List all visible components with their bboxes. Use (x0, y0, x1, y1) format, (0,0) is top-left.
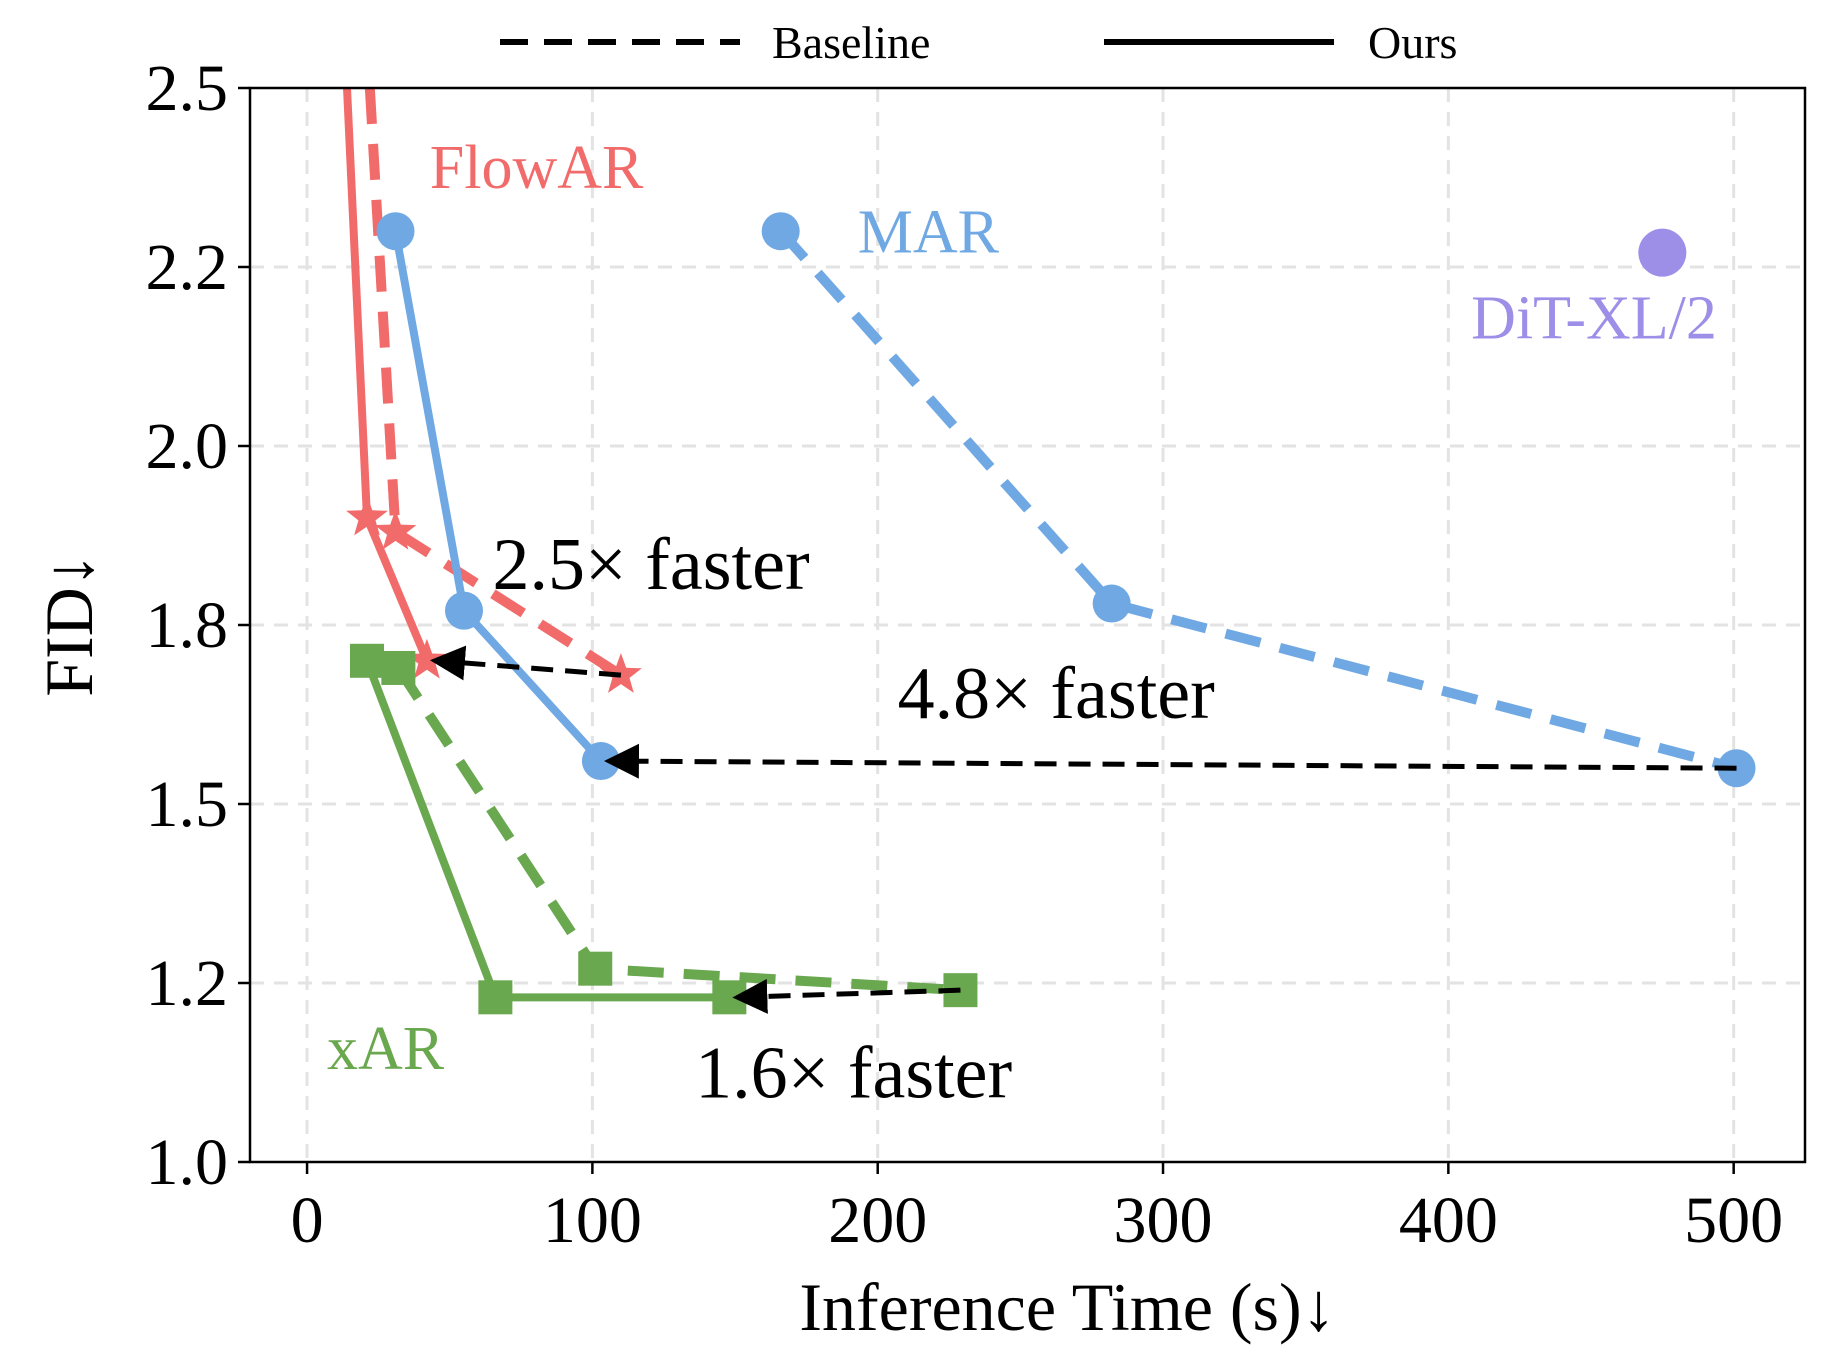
annotations: 2.5× faster 4.8× faster 1.6× faster (429, 524, 1737, 1115)
y-axis-title: FID↓ (31, 553, 107, 697)
dit-xl-2-point-point (1638, 228, 1687, 277)
plot-frame (248, 86, 1807, 1164)
xar-baseline-point (578, 951, 613, 986)
mar-baseline-line (776, 227, 1738, 774)
x-tick-label: 400 (1399, 1184, 1498, 1257)
speedup-annotation-label: 1.6× faster (695, 1033, 1012, 1115)
flowar-ours-point (406, 638, 448, 679)
x-tick-label: 100 (543, 1184, 642, 1257)
flowar-baseline-line (364, 87, 624, 680)
xar-ours-point (478, 980, 513, 1015)
mar-ours-point (444, 591, 483, 630)
xar-baseline-line (394, 665, 961, 996)
y-tick-label: 2.2 (146, 231, 229, 304)
y-tick-label: 2.5 (146, 52, 229, 125)
mar-label: MAR (858, 199, 1000, 267)
y-tick-label: 1.5 (146, 768, 229, 841)
mar-baseline-point (761, 212, 800, 251)
mar-ours-point (376, 212, 415, 251)
xar-baseline-series (381, 650, 978, 1008)
mar-ours-series (376, 212, 620, 781)
speedup-annotation-label: 4.8× faster (898, 653, 1215, 735)
x-tick-label: 300 (1114, 1184, 1213, 1257)
y-tick-label: 1.2 (146, 947, 229, 1020)
legend-ours-label: Ours (1368, 17, 1457, 68)
x-tick-label: 0 (291, 1184, 324, 1257)
x-axis-title: Inference Time (s)↓ (799, 1269, 1335, 1345)
dit-xl-2-point-series (1638, 228, 1687, 277)
x-tick-label: 500 (1684, 1184, 1783, 1257)
y-tick-label: 1.0 (146, 1126, 229, 1199)
xar-ours-point (349, 643, 384, 678)
xar-baseline-point (381, 650, 416, 685)
speedup-annotation-label: 2.5× faster (493, 524, 810, 606)
series-layer: FlowAR MAR DiT-XL/2 xAR (327, 87, 1756, 1083)
speedup-arrow (429, 645, 622, 681)
plot-area: 0 100 200 300 400 500 1.0 1.2 1.5 1.8 2.0 2.2 2.5 Fl… (146, 52, 1807, 1257)
flowar-ours-point (346, 495, 388, 536)
x-tick-label: 200 (828, 1184, 927, 1257)
dit-xl-2-label: DiT-XL/2 (1471, 285, 1717, 353)
flowar-baseline-point (374, 509, 417, 550)
flowar-ours-series (343, 87, 448, 679)
axis-ticks: 0 100 200 300 400 500 1.0 1.2 1.5 1.8 2.0 2.2 2.5 (146, 52, 1784, 1257)
xar-ours-series (349, 643, 747, 1015)
y-tick-label: 2.0 (146, 410, 229, 483)
flowar-label: FlowAR (430, 134, 644, 202)
y-tick-label: 1.8 (146, 589, 229, 662)
mar-baseline-point (1092, 584, 1131, 623)
mar-baseline-series (761, 212, 1756, 788)
speedup-arrow (732, 978, 961, 1014)
legend: Baseline Ours (500, 17, 1457, 68)
speedup-arrow (603, 743, 1737, 779)
legend-baseline-label: Baseline (772, 17, 930, 68)
xar-ours-line (363, 659, 730, 1002)
xar-label: xAR (327, 1015, 445, 1083)
mar-ours-line (391, 230, 604, 764)
